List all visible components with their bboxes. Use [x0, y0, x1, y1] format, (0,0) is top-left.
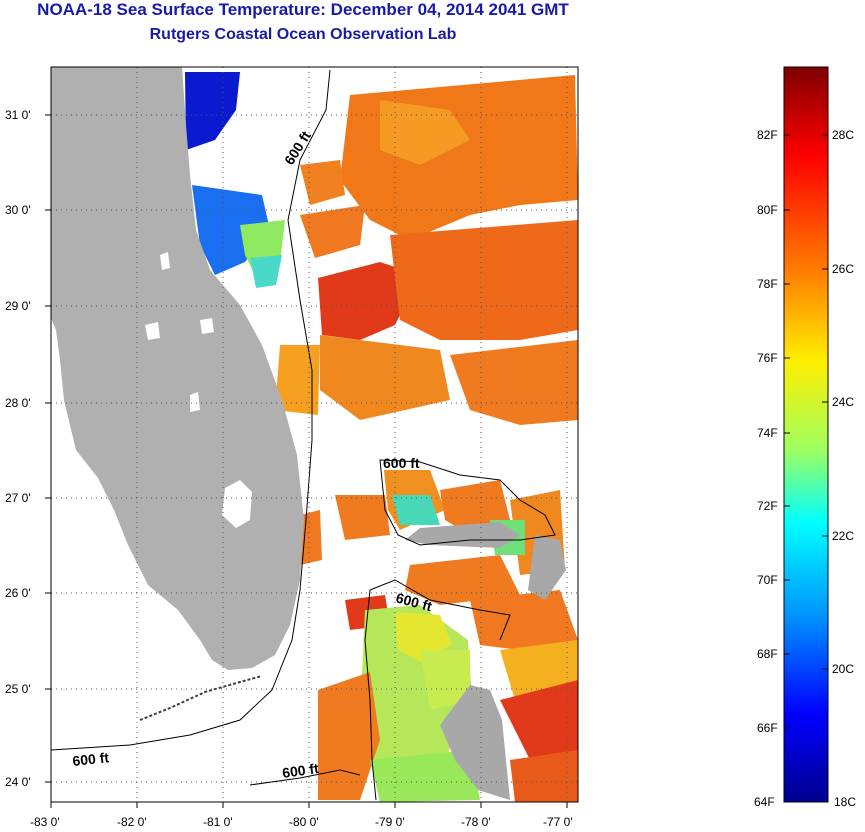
inland-lakes	[145, 252, 252, 528]
lat-label: 28 0'	[5, 396, 31, 410]
isobath-label-bahamas: 600 ft	[383, 455, 420, 471]
lat-label: 29 0'	[5, 299, 31, 313]
lon-label: -83 0'	[30, 815, 60, 829]
lat-label: 30 0'	[5, 203, 31, 217]
map-title: NOAA-18 Sea Surface Temperature: Decembe…	[37, 0, 569, 19]
axis-ticks	[45, 114, 568, 808]
lat-label: 31 0'	[5, 108, 31, 122]
longitude-labels: -83 0' -82 0' -81 0' -80 0' -79 0' -78 0…	[30, 815, 573, 829]
florida-keys	[139, 675, 263, 721]
colorbar-f-label: 80F	[757, 203, 778, 217]
colorbar-c-label: 18C	[834, 795, 856, 809]
sst-patches	[185, 72, 578, 802]
colorbar-c-label: 22C	[832, 529, 854, 543]
colorbar-ticks	[784, 134, 828, 729]
lon-label: -78 0'	[461, 815, 491, 829]
isobath-label-south: 600 ft	[281, 760, 320, 781]
colorbar-c-label: 24C	[832, 395, 854, 409]
lon-label: -81 0'	[203, 815, 233, 829]
colorbar-f-label: 64F	[754, 795, 775, 809]
map-frame	[50, 66, 579, 803]
map-subtitle: Rutgers Coastal Ocean Observation Lab	[149, 26, 457, 43]
lat-label: 26 0'	[5, 586, 31, 600]
lat-label: 25 0'	[5, 682, 31, 696]
lon-label: -82 0'	[117, 815, 147, 829]
isobath-600ft	[51, 69, 556, 801]
colorbar-f-label: 66F	[757, 721, 778, 735]
colorbar-f-label: 78F	[757, 277, 778, 291]
lon-label: -80 0'	[289, 815, 319, 829]
colorbar-f-label: 82F	[757, 128, 778, 142]
colorbar-f-label: 70F	[757, 573, 778, 587]
colorbar	[783, 66, 829, 803]
isobath-label-southwest: 600 ft	[72, 749, 110, 769]
colorbar-f-label: 68F	[757, 647, 778, 661]
colorbar-f-label: 76F	[757, 351, 778, 365]
colorbar-c-label: 26C	[832, 262, 854, 276]
colorbar-f-label: 74F	[757, 426, 778, 440]
colorbar-celsius-labels: 28C 26C 24C 22C 20C 18C	[832, 128, 856, 809]
colorbar-c-label: 28C	[832, 128, 854, 142]
lon-label: -77 0'	[543, 815, 573, 829]
colorbar-fahrenheit-labels: 82F 80F 78F 76F 74F 72F 70F 68F 66F 64F	[754, 128, 778, 809]
lat-label: 24 0'	[5, 775, 31, 789]
latitude-labels: 31 0' 30 0' 29 0' 28 0' 27 0' 26 0' 25 0…	[5, 108, 31, 789]
colorbar-c-label: 20C	[832, 662, 854, 676]
lat-label: 27 0'	[5, 491, 31, 505]
colorbar-f-label: 72F	[757, 499, 778, 513]
lon-label: -79 0'	[375, 815, 405, 829]
